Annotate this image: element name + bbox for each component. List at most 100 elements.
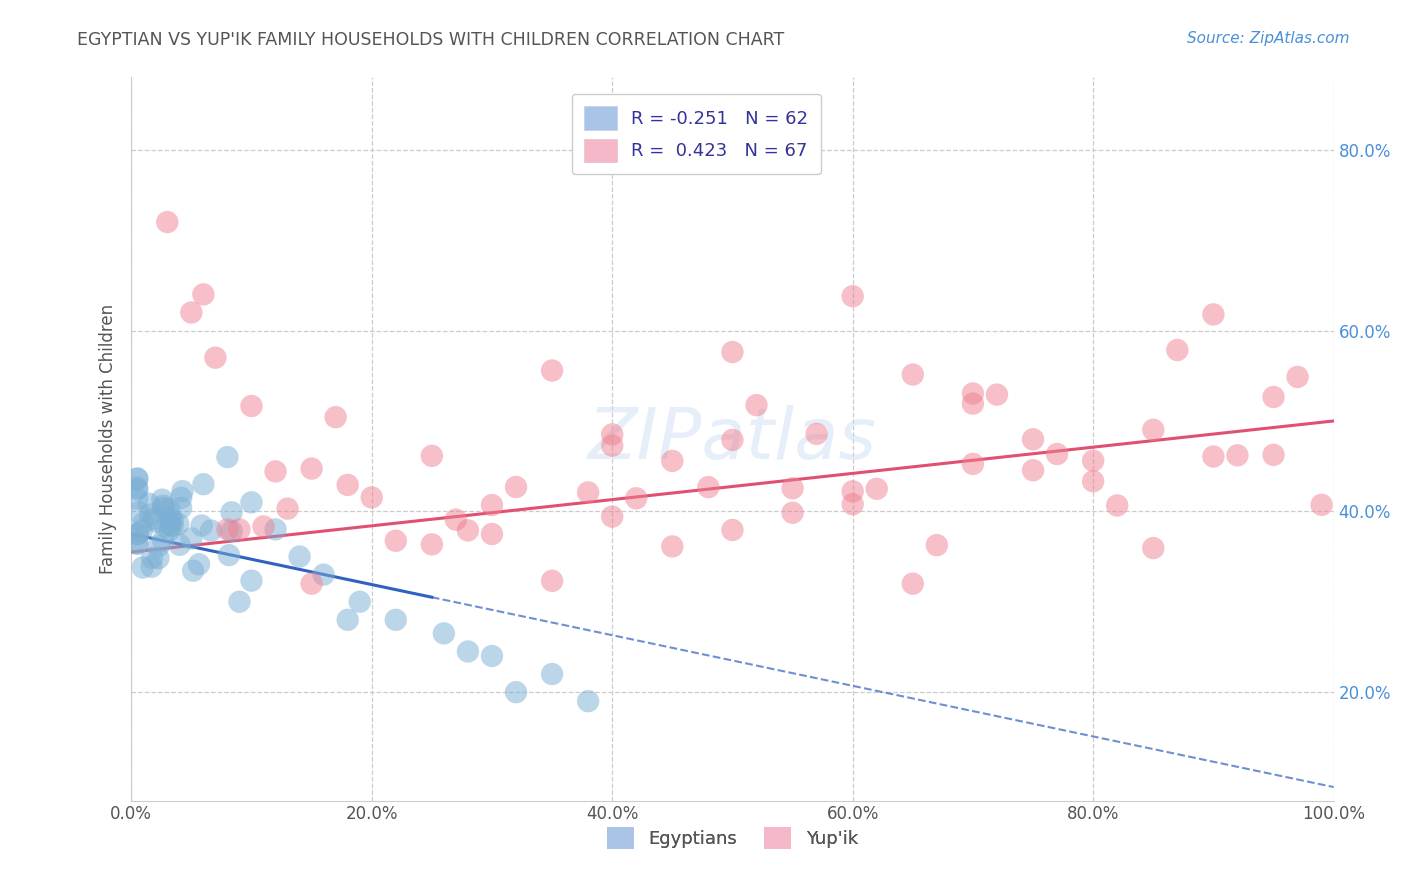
Point <box>131 524 153 538</box>
Point <box>127 471 149 485</box>
Point <box>1310 498 1333 512</box>
Point <box>127 481 149 495</box>
Point <box>661 454 683 468</box>
Point <box>457 524 479 538</box>
Point <box>159 510 181 524</box>
Point <box>481 527 503 541</box>
Point <box>240 399 263 413</box>
Text: Source: ZipAtlas.com: Source: ZipAtlas.com <box>1187 31 1350 46</box>
Point <box>180 532 202 546</box>
Point <box>156 215 179 229</box>
Point <box>541 667 564 681</box>
Point <box>228 595 250 609</box>
Point <box>1202 450 1225 464</box>
Point <box>170 491 193 505</box>
Point <box>360 491 382 505</box>
Point <box>1263 448 1285 462</box>
Point <box>1263 390 1285 404</box>
Point <box>1081 475 1104 489</box>
Point <box>600 427 623 442</box>
Point <box>127 536 149 550</box>
Point <box>481 648 503 663</box>
Point <box>841 497 863 511</box>
Point <box>167 517 190 532</box>
Point <box>661 540 683 554</box>
Point <box>127 527 149 541</box>
Point <box>288 549 311 564</box>
Point <box>1107 499 1129 513</box>
Point <box>152 500 174 515</box>
Point <box>1081 453 1104 467</box>
Point <box>169 538 191 552</box>
Point <box>193 477 215 491</box>
Point <box>626 491 648 506</box>
Point <box>1226 448 1249 462</box>
Legend: Egyptians, Yup'ik: Egyptians, Yup'ik <box>599 821 865 856</box>
Point <box>600 439 623 453</box>
Point <box>148 539 170 553</box>
Point <box>962 396 984 410</box>
Point <box>228 523 250 537</box>
Point <box>457 644 479 658</box>
Point <box>301 461 323 475</box>
Point <box>193 287 215 301</box>
Point <box>336 613 359 627</box>
Point <box>127 483 149 497</box>
Point <box>782 481 804 495</box>
Point <box>301 576 323 591</box>
Point <box>806 426 828 441</box>
Point <box>541 363 564 377</box>
Point <box>152 499 174 513</box>
Point <box>138 497 160 511</box>
Point <box>277 501 299 516</box>
Point <box>181 564 204 578</box>
Point <box>127 537 149 551</box>
Point <box>141 550 163 565</box>
Point <box>217 450 239 464</box>
Point <box>962 386 984 401</box>
Point <box>312 567 335 582</box>
Point <box>221 524 243 538</box>
Point <box>1142 423 1164 437</box>
Point <box>128 505 150 519</box>
Point <box>1022 432 1045 446</box>
Point <box>420 537 443 551</box>
Point <box>541 574 564 588</box>
Point <box>221 505 243 519</box>
Text: ZIPatlas: ZIPatlas <box>588 405 877 474</box>
Point <box>505 480 527 494</box>
Point <box>172 484 194 499</box>
Point <box>240 574 263 588</box>
Point <box>576 485 599 500</box>
Point <box>901 368 924 382</box>
Point <box>162 514 184 528</box>
Point <box>180 305 202 319</box>
Point <box>157 502 180 516</box>
Point <box>162 518 184 533</box>
Point <box>139 508 162 522</box>
Point <box>240 495 263 509</box>
Point <box>325 410 347 425</box>
Point <box>444 513 467 527</box>
Point <box>901 576 924 591</box>
Point <box>336 478 359 492</box>
Point <box>159 518 181 533</box>
Point <box>962 457 984 471</box>
Point <box>1166 343 1188 357</box>
Point <box>170 500 193 515</box>
Text: EGYPTIAN VS YUP'IK FAMILY HOUSEHOLDS WITH CHILDREN CORRELATION CHART: EGYPTIAN VS YUP'IK FAMILY HOUSEHOLDS WIT… <box>77 31 785 49</box>
Point <box>866 482 889 496</box>
Point <box>148 551 170 566</box>
Point <box>349 595 371 609</box>
Point <box>721 433 744 447</box>
Point <box>986 387 1008 401</box>
Point <box>721 523 744 537</box>
Point <box>190 518 212 533</box>
Point <box>384 533 406 548</box>
Point <box>200 524 222 538</box>
Point <box>841 289 863 303</box>
Point <box>218 548 240 562</box>
Point <box>1286 370 1309 384</box>
Point <box>150 492 173 507</box>
Point <box>127 491 149 506</box>
